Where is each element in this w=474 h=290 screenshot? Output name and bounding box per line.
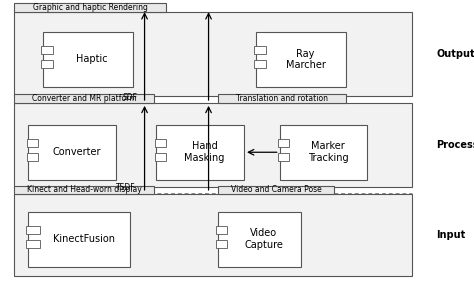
- Text: SDF: SDF: [122, 93, 137, 102]
- Bar: [28, 125, 116, 180]
- Bar: [14, 103, 412, 187]
- Bar: [254, 46, 266, 54]
- Bar: [155, 139, 166, 147]
- Bar: [41, 60, 53, 68]
- Text: Input: Input: [436, 230, 465, 240]
- Text: Output: Output: [436, 49, 474, 59]
- Text: Converter and MR platform: Converter and MR platform: [32, 94, 137, 103]
- Bar: [43, 32, 133, 87]
- Text: KinectFusion: KinectFusion: [54, 234, 116, 244]
- Bar: [156, 125, 244, 180]
- Bar: [27, 153, 38, 160]
- Bar: [27, 139, 38, 147]
- Bar: [218, 212, 301, 267]
- Bar: [28, 212, 130, 267]
- Bar: [14, 3, 166, 12]
- Bar: [256, 32, 346, 87]
- Bar: [218, 186, 334, 194]
- Bar: [14, 194, 412, 276]
- Text: Video and Camera Pose: Video and Camera Pose: [231, 185, 321, 195]
- Text: Translation and rotation: Translation and rotation: [236, 94, 328, 103]
- Text: Processing: Processing: [436, 140, 474, 150]
- Bar: [27, 240, 40, 248]
- Text: Haptic: Haptic: [76, 55, 108, 64]
- Bar: [217, 240, 227, 248]
- Bar: [41, 46, 53, 54]
- Bar: [218, 94, 346, 103]
- Text: Converter: Converter: [53, 147, 101, 157]
- Text: Hand
Masking: Hand Masking: [184, 142, 225, 163]
- Text: Kinect and Head-worn display: Kinect and Head-worn display: [27, 185, 142, 195]
- Bar: [14, 186, 154, 194]
- Text: Ray
Marcher: Ray Marcher: [285, 49, 326, 70]
- Text: Video
Capture: Video Capture: [244, 229, 283, 250]
- Text: Marker
Tracking: Marker Tracking: [308, 142, 348, 163]
- Bar: [14, 12, 412, 96]
- Bar: [278, 153, 289, 160]
- Bar: [217, 226, 227, 234]
- Bar: [155, 153, 166, 160]
- Text: Graphic and haptic Rendering: Graphic and haptic Rendering: [33, 3, 147, 12]
- Bar: [14, 94, 154, 103]
- Bar: [27, 226, 40, 234]
- Bar: [278, 139, 289, 147]
- Bar: [280, 125, 367, 180]
- Bar: [254, 60, 266, 68]
- Text: TSDF: TSDF: [117, 183, 136, 192]
